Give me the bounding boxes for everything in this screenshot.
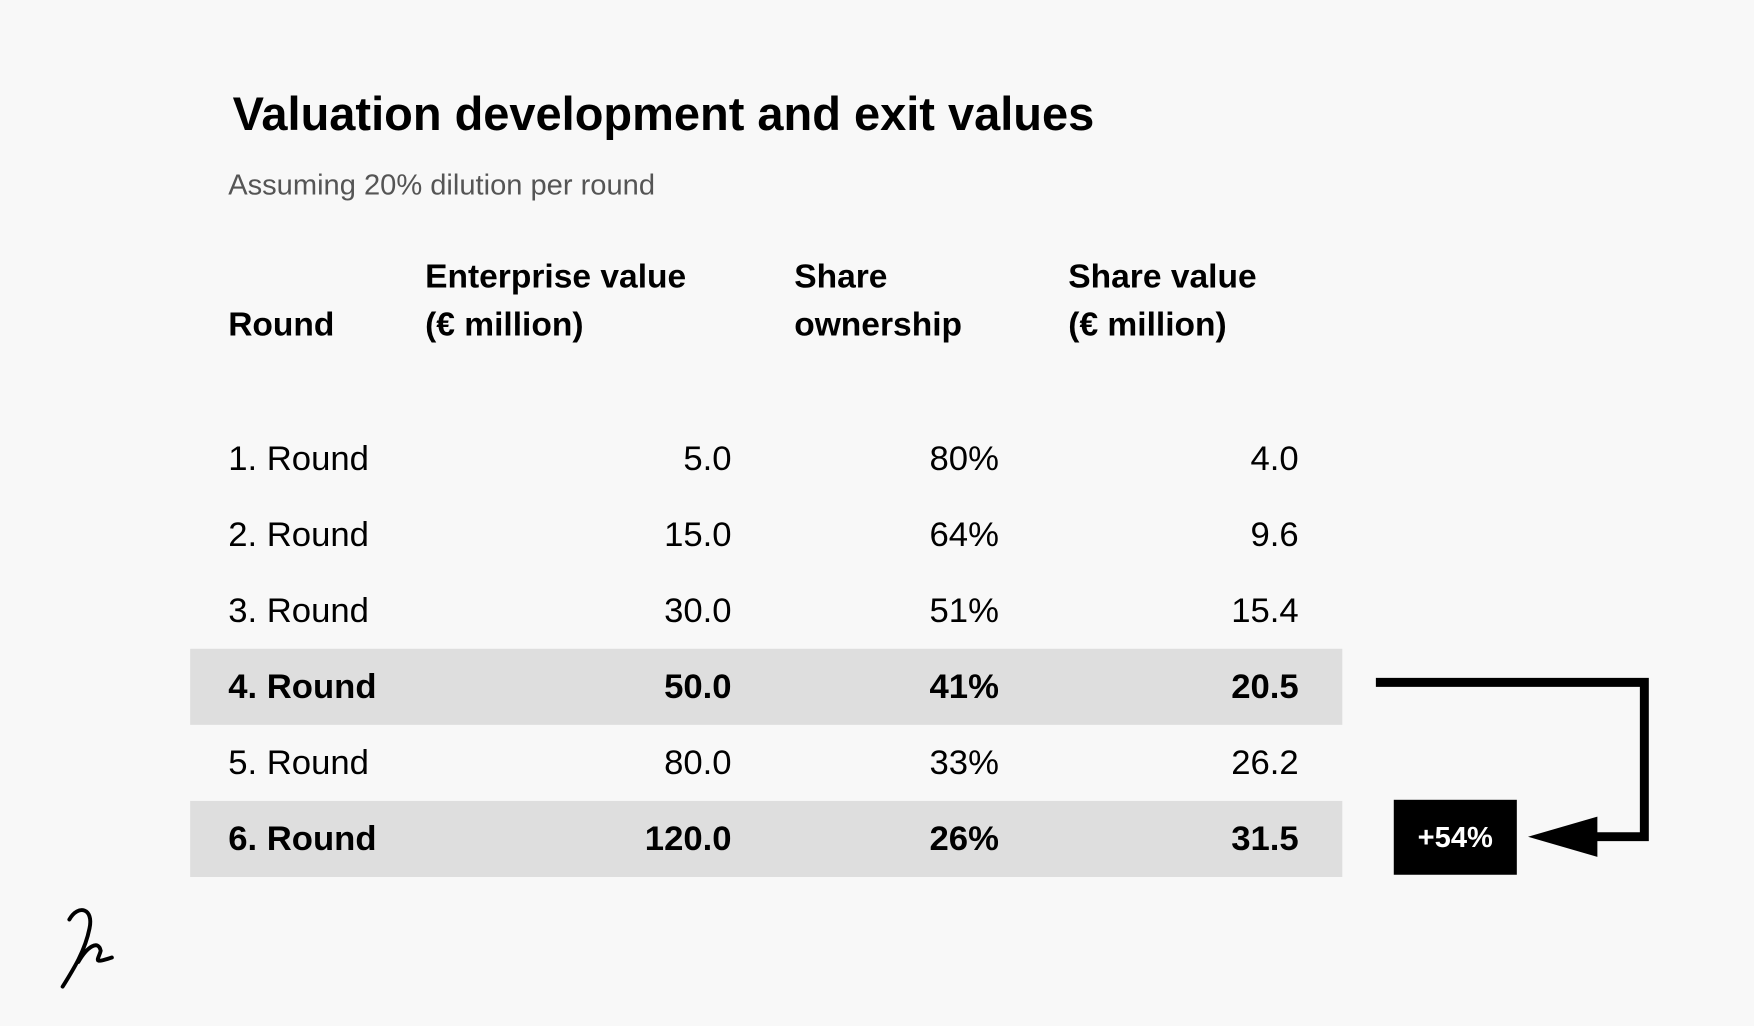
cell: 50.0 [664, 666, 732, 706]
arrow-line [1375, 677, 1649, 842]
column-header: Round [228, 305, 335, 343]
cell: 51% [929, 590, 999, 630]
column-header: Share value [1068, 257, 1257, 295]
column-header: (€ million) [1068, 305, 1227, 343]
cell: 15.4 [1231, 590, 1299, 630]
row-label: 3. Round [228, 590, 369, 630]
column-header: (€ million) [425, 305, 584, 343]
row-highlight [190, 800, 1343, 877]
row-label: 1. Round [228, 438, 369, 478]
cell: 120.0 [644, 818, 732, 858]
callout: +54% [1393, 799, 1517, 875]
cell: 26.2 [1231, 742, 1299, 782]
logo [60, 908, 114, 989]
arrow-head [1528, 816, 1598, 857]
cell: 15.0 [664, 514, 732, 554]
cell: 30.0 [664, 590, 732, 630]
cell: 26% [929, 818, 999, 858]
cell: 41% [929, 666, 999, 706]
column-header: Share [794, 257, 888, 295]
cell: 80% [929, 438, 999, 478]
cell: 20.5 [1231, 666, 1299, 706]
subtitle: Assuming 20% dilution per round [228, 167, 656, 202]
title: Valuation development and exit values [232, 87, 1095, 140]
cell: 9.6 [1250, 514, 1299, 554]
cell: 5.0 [683, 438, 732, 478]
row-label: 4. Round [228, 666, 377, 706]
row-highlight [190, 648, 1343, 725]
column-header: ownership [794, 305, 963, 343]
column-header: Enterprise value [425, 257, 687, 295]
cell: 64% [929, 514, 999, 554]
cell: 31.5 [1231, 818, 1299, 858]
cell: 80.0 [664, 742, 732, 782]
row-label: 6. Round [228, 818, 377, 858]
row-label: 5. Round [228, 742, 369, 782]
cell: 33% [929, 742, 999, 782]
cell: 4.0 [1250, 438, 1299, 478]
row-label: 2. Round [228, 514, 369, 554]
